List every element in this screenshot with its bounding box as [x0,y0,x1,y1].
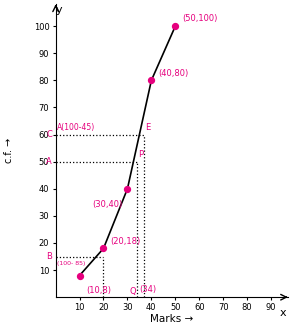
Point [149,78,154,83]
Text: B: B [46,252,52,261]
Text: (50,100): (50,100) [182,14,218,24]
Text: Q: Q [129,287,136,296]
Text: x: x [280,308,286,318]
Point [125,186,130,192]
X-axis label: Marks →: Marks → [150,314,193,324]
Text: (100- 85): (100- 85) [57,261,85,266]
Text: A(100-45): A(100-45) [57,123,95,132]
Text: P: P [138,150,143,159]
Text: (30,40): (30,40) [92,200,123,209]
Text: (10,8): (10,8) [87,286,112,295]
Text: A: A [46,157,52,166]
Text: (34): (34) [139,285,157,295]
Text: C: C [46,130,52,139]
Text: (40,80): (40,80) [159,69,189,78]
Point [77,273,82,278]
Point [101,246,106,251]
Y-axis label: c.f. →: c.f. → [4,138,14,163]
Text: E: E [145,123,151,132]
Text: (20,18): (20,18) [111,237,141,246]
Point [173,24,178,29]
Text: y: y [56,5,62,15]
